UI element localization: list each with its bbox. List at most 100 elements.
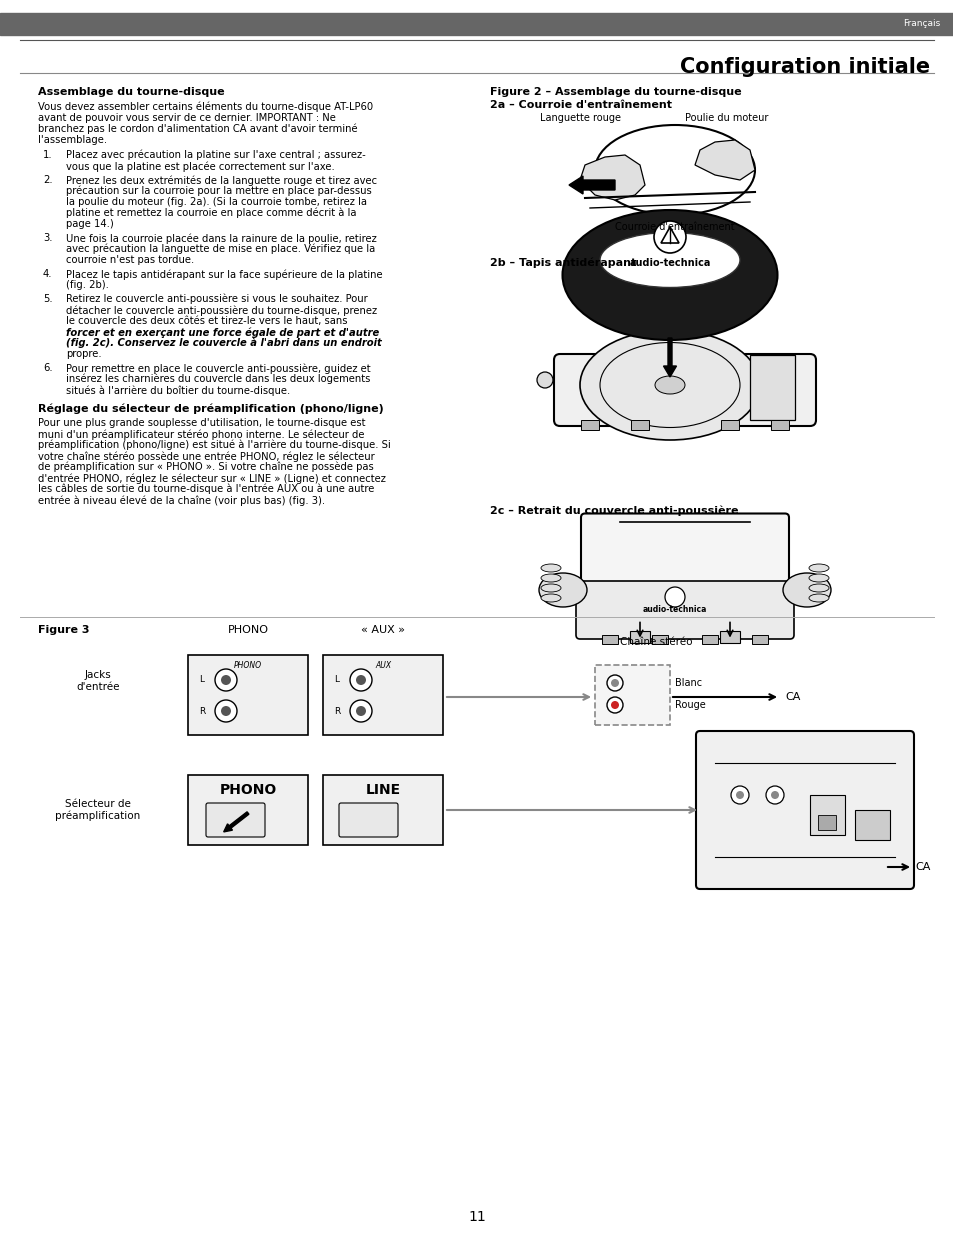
Circle shape bbox=[214, 669, 236, 692]
Text: « AUX »: « AUX » bbox=[360, 625, 405, 635]
Text: Figure 3: Figure 3 bbox=[38, 625, 90, 635]
Text: vous que la platine est placée correctement sur l'axe.: vous que la platine est placée correctem… bbox=[66, 161, 335, 172]
Text: Placez avec précaution la platine sur l'axe central ; assurez-: Placez avec précaution la platine sur l'… bbox=[66, 149, 365, 161]
Bar bbox=[601, 635, 618, 643]
Text: muni d'un préamplificateur stéréo phono interne. Le sélecteur de: muni d'un préamplificateur stéréo phono … bbox=[38, 429, 364, 440]
Text: d'entrée PHONO, réglez le sélecteur sur « LINE » (Ligne) et connectez: d'entrée PHONO, réglez le sélecteur sur … bbox=[38, 473, 385, 483]
Text: (fig. 2c). Conservez le couvercle à l'abri dans un endroit: (fig. 2c). Conservez le couvercle à l'ab… bbox=[66, 338, 381, 348]
Text: CA: CA bbox=[914, 862, 929, 872]
Text: Prenez les deux extrémités de la languette rouge et tirez avec: Prenez les deux extrémités de la languet… bbox=[66, 175, 376, 185]
Text: 3.: 3. bbox=[43, 233, 52, 243]
Text: Chaîne stéréo: Chaîne stéréo bbox=[619, 637, 692, 647]
Text: Blanc: Blanc bbox=[675, 678, 701, 688]
FancyBboxPatch shape bbox=[576, 580, 793, 638]
Text: 2c – Retrait du couvercle anti-poussière: 2c – Retrait du couvercle anti-poussière bbox=[490, 505, 738, 515]
Text: LINE: LINE bbox=[365, 783, 400, 797]
Circle shape bbox=[537, 372, 553, 388]
Bar bbox=[629, 631, 649, 642]
Text: platine et remettez la courroie en place comme décrit à la: platine et remettez la courroie en place… bbox=[66, 207, 356, 219]
Circle shape bbox=[664, 587, 684, 606]
Text: R: R bbox=[334, 706, 340, 715]
Circle shape bbox=[221, 706, 231, 716]
FancyArrow shape bbox=[662, 338, 676, 377]
Text: de préamplification sur « PHONO ». Si votre chaîne ne possède pas: de préamplification sur « PHONO ». Si vo… bbox=[38, 462, 374, 473]
Text: Vous devez assembler certains éléments du tourne-disque AT-LP60: Vous devez assembler certains éléments d… bbox=[38, 103, 373, 112]
Text: (fig. 2b).: (fig. 2b). bbox=[66, 280, 109, 290]
Text: avec précaution la languette de mise en place. Vérifiez que la: avec précaution la languette de mise en … bbox=[66, 245, 375, 254]
Bar bbox=[630, 420, 648, 430]
Text: Une fois la courroie placée dans la rainure de la poulie, retirez: Une fois la courroie placée dans la rain… bbox=[66, 233, 376, 243]
Ellipse shape bbox=[782, 573, 830, 606]
Bar bbox=[323, 776, 442, 845]
Text: audio-technica: audio-technica bbox=[629, 258, 710, 268]
Bar bbox=[701, 635, 718, 643]
Circle shape bbox=[654, 221, 685, 253]
FancyArrow shape bbox=[223, 811, 249, 832]
Text: Figure 2 – Assemblage du tourne-disque: Figure 2 – Assemblage du tourne-disque bbox=[490, 86, 740, 98]
Text: 5.: 5. bbox=[43, 294, 52, 304]
Text: votre chaîne stéréo possède une entrée PHONO, réglez le sélecteur: votre chaîne stéréo possède une entrée P… bbox=[38, 451, 375, 462]
Text: propre.: propre. bbox=[66, 350, 102, 359]
FancyBboxPatch shape bbox=[696, 731, 913, 889]
Text: situés à l'arrière du boîtier du tourne-disque.: situés à l'arrière du boîtier du tourne-… bbox=[66, 385, 290, 395]
Circle shape bbox=[735, 790, 743, 799]
Bar bbox=[580, 420, 598, 430]
Text: 2.: 2. bbox=[43, 175, 52, 185]
Ellipse shape bbox=[540, 584, 560, 592]
Text: 2b – Tapis antidérapant: 2b – Tapis antidérapant bbox=[490, 257, 636, 268]
Circle shape bbox=[350, 700, 372, 722]
Text: Pour remettre en place le couvercle anti-poussière, guidez et: Pour remettre en place le couvercle anti… bbox=[66, 363, 370, 373]
Text: L: L bbox=[335, 676, 339, 684]
Circle shape bbox=[610, 701, 618, 709]
Text: 11: 11 bbox=[468, 1210, 485, 1224]
Circle shape bbox=[355, 676, 366, 685]
Text: préamplification (phono/ligne) est situé à l'arrière du tourne-disque. Si: préamplification (phono/ligne) est situé… bbox=[38, 440, 391, 451]
Ellipse shape bbox=[562, 210, 777, 340]
Bar bbox=[323, 655, 442, 735]
Text: L: L bbox=[199, 676, 204, 684]
Text: page 14.): page 14.) bbox=[66, 219, 113, 228]
Bar bbox=[751, 635, 767, 643]
Ellipse shape bbox=[540, 564, 560, 572]
Text: les câbles de sortie du tourne-disque à l'entrée AUX ou à une autre: les câbles de sortie du tourne-disque à … bbox=[38, 484, 374, 494]
Ellipse shape bbox=[599, 232, 740, 288]
Text: Pour une plus grande souplesse d'utilisation, le tourne-disque est: Pour une plus grande souplesse d'utilisa… bbox=[38, 417, 365, 429]
Circle shape bbox=[606, 697, 622, 713]
Text: PHONO: PHONO bbox=[227, 625, 268, 635]
Text: insérez les charnières du couvercle dans les deux logements: insérez les charnières du couvercle dans… bbox=[66, 374, 370, 384]
Text: Français: Français bbox=[902, 20, 939, 28]
Text: le couvercle des deux côtés et tirez-le vers le haut, sans: le couvercle des deux côtés et tirez-le … bbox=[66, 316, 347, 326]
Bar bbox=[720, 420, 739, 430]
Text: audio-technica: audio-technica bbox=[642, 605, 706, 615]
Text: forcer et en exerçant une force égale de part et d'autre: forcer et en exerçant une force égale de… bbox=[66, 327, 379, 337]
Text: PHONO: PHONO bbox=[233, 661, 262, 671]
Text: Placez le tapis antidérapant sur la face supérieure de la platine: Placez le tapis antidérapant sur la face… bbox=[66, 269, 382, 279]
Bar bbox=[854, 810, 889, 840]
Bar bbox=[651, 635, 667, 643]
FancyBboxPatch shape bbox=[206, 803, 265, 837]
Text: Rouge: Rouge bbox=[675, 700, 705, 710]
Text: l'assemblage.: l'assemblage. bbox=[38, 135, 107, 144]
Text: Sélecteur de
préamplification: Sélecteur de préamplification bbox=[55, 799, 140, 821]
FancyBboxPatch shape bbox=[580, 514, 788, 636]
Text: la poulie du moteur (fig. 2a). (Si la courroie tombe, retirez la: la poulie du moteur (fig. 2a). (Si la co… bbox=[66, 198, 367, 207]
Text: détacher le couvercle anti-poussière du tourne-disque, prenez: détacher le couvercle anti-poussière du … bbox=[66, 305, 376, 315]
Circle shape bbox=[730, 785, 748, 804]
Text: précaution sur la courroie pour la mettre en place par-dessus: précaution sur la courroie pour la mettr… bbox=[66, 186, 372, 196]
Ellipse shape bbox=[808, 574, 828, 582]
Text: Courroie d'entraînement: Courroie d'entraînement bbox=[615, 222, 734, 232]
Circle shape bbox=[221, 676, 231, 685]
Circle shape bbox=[355, 706, 366, 716]
Ellipse shape bbox=[655, 375, 684, 394]
Text: entrée à niveau élevé de la chaîne (voir plus bas) (fig. 3).: entrée à niveau élevé de la chaîne (voir… bbox=[38, 495, 325, 505]
Ellipse shape bbox=[540, 574, 560, 582]
Circle shape bbox=[350, 669, 372, 692]
Circle shape bbox=[770, 790, 779, 799]
Bar bbox=[188, 776, 308, 845]
Ellipse shape bbox=[808, 564, 828, 572]
Bar bbox=[720, 631, 740, 642]
Text: AUX: AUX bbox=[375, 661, 391, 671]
FancyBboxPatch shape bbox=[338, 803, 397, 837]
Ellipse shape bbox=[808, 594, 828, 601]
Circle shape bbox=[606, 676, 622, 692]
